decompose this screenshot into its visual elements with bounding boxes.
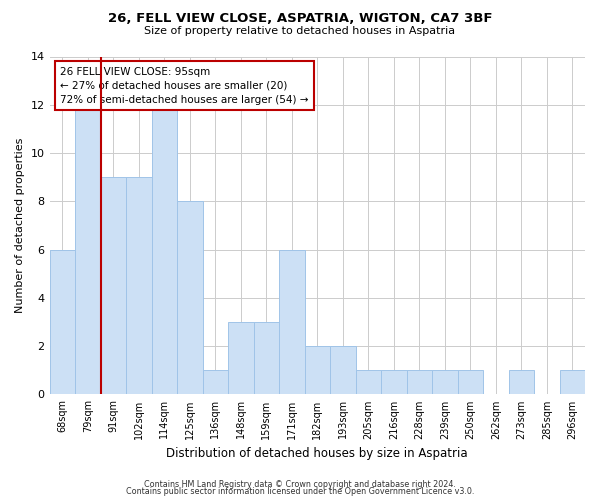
Bar (177, 202, 203, 394)
Bar (381, 370, 407, 394)
Bar (305, 346, 330, 395)
Bar (228, 322, 254, 394)
Bar (432, 370, 458, 394)
Bar (279, 250, 305, 394)
Text: Contains public sector information licensed under the Open Government Licence v3: Contains public sector information licen… (126, 488, 474, 496)
Y-axis label: Number of detached properties: Number of detached properties (15, 138, 25, 313)
X-axis label: Distribution of detached houses by size in Aspatria: Distribution of detached houses by size … (166, 447, 468, 460)
Text: Size of property relative to detached houses in Aspatria: Size of property relative to detached ho… (145, 26, 455, 36)
Text: 26, FELL VIEW CLOSE, ASPATRIA, WIGTON, CA7 3BF: 26, FELL VIEW CLOSE, ASPATRIA, WIGTON, C… (108, 12, 492, 26)
Bar (203, 370, 228, 394)
Text: 26 FELL VIEW CLOSE: 95sqm
← 27% of detached houses are smaller (20)
72% of semi-: 26 FELL VIEW CLOSE: 95sqm ← 27% of detac… (60, 66, 309, 104)
Bar (152, 105, 177, 395)
Bar (407, 370, 432, 394)
Bar (50, 250, 75, 394)
Bar (458, 370, 483, 394)
Bar (330, 346, 356, 395)
Bar (254, 322, 279, 394)
Text: Contains HM Land Registry data © Crown copyright and database right 2024.: Contains HM Land Registry data © Crown c… (144, 480, 456, 489)
Bar (356, 370, 381, 394)
Bar (126, 177, 152, 394)
Bar (560, 370, 585, 394)
Bar (101, 177, 126, 394)
Bar (75, 105, 101, 395)
Bar (509, 370, 534, 394)
